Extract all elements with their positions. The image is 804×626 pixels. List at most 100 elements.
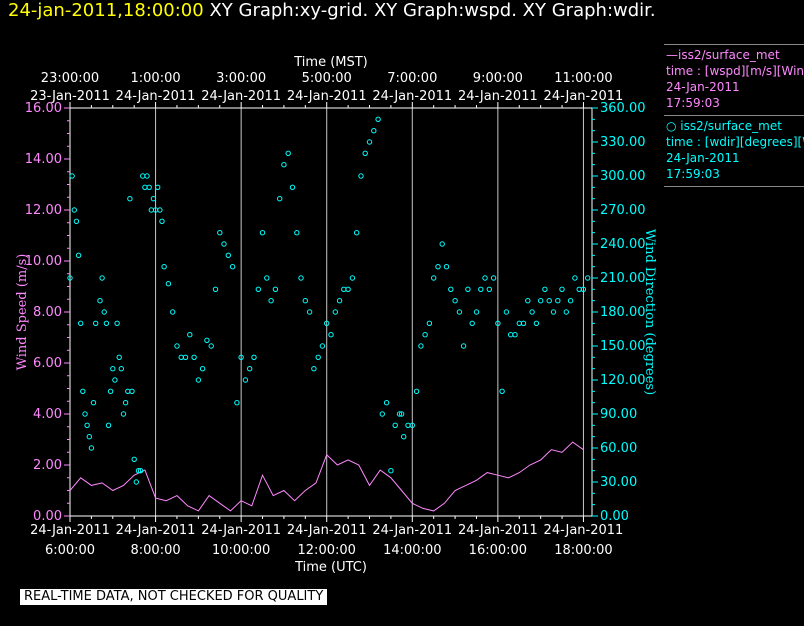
series-point-wdir bbox=[559, 286, 565, 292]
series-point-wdir bbox=[542, 286, 548, 292]
series-point-wdir bbox=[392, 422, 398, 428]
y-right-tick-label: 0.00 bbox=[600, 509, 629, 524]
series-point-wdir bbox=[75, 252, 82, 259]
series-point-wdir bbox=[80, 388, 86, 394]
series-point-wdir bbox=[324, 320, 330, 326]
series-point-wdir bbox=[99, 275, 105, 281]
y-right-axis-title: Wind Direction (degrees) bbox=[642, 229, 657, 395]
series-point-wdir bbox=[127, 196, 133, 202]
series-point-wdir bbox=[405, 422, 411, 428]
series-point-wdir bbox=[178, 354, 184, 360]
series-point-wdir bbox=[105, 422, 112, 428]
series-point-wdir bbox=[465, 286, 471, 292]
legend-wspd-time: 17:59:03 bbox=[666, 96, 720, 110]
series-point-wdir bbox=[199, 366, 206, 372]
series-point-wdir bbox=[165, 281, 172, 287]
x-top-tick-label-date: 24-Jan-2011 bbox=[372, 89, 452, 104]
series-point-wdir bbox=[204, 337, 210, 343]
series-point-wdir bbox=[116, 354, 122, 360]
series-point-wdir bbox=[264, 275, 270, 281]
series-point-wdir bbox=[533, 320, 540, 326]
series-point-wdir bbox=[332, 309, 338, 315]
series-point-wdir bbox=[555, 298, 561, 304]
series-point-wdir bbox=[159, 218, 165, 225]
series-point-wdir bbox=[97, 298, 103, 304]
series-point-wdir bbox=[251, 354, 257, 360]
series-point-wdir bbox=[525, 298, 531, 304]
legend-wspd-variable: time : [wspd][m/s][Wind bbox=[666, 64, 804, 78]
series-point-wdir bbox=[336, 298, 343, 304]
series-point-wdir bbox=[520, 320, 527, 326]
series-point-wdir bbox=[103, 320, 110, 326]
y-left-tick-label: 10.00 bbox=[25, 254, 62, 269]
legend-wdir-variable: time : [wdir][degrees][W bbox=[666, 135, 804, 149]
x-top-tick-label-date: 23-Jan-2011 bbox=[30, 89, 110, 104]
series-point-wdir bbox=[341, 286, 347, 292]
series-point-wdir bbox=[242, 377, 249, 383]
series-point-wdir bbox=[529, 309, 535, 315]
series-point-wdir bbox=[285, 150, 291, 157]
series-point-wdir bbox=[439, 241, 445, 247]
series-point-wdir bbox=[93, 320, 99, 326]
series-point-wdir bbox=[146, 184, 152, 191]
series-point-wdir bbox=[473, 309, 480, 315]
series-point-wdir bbox=[225, 252, 232, 259]
series-point-wdir bbox=[563, 309, 569, 315]
series-point-wdir bbox=[495, 320, 501, 326]
series-point-wdir bbox=[306, 309, 313, 315]
series-point-wdir bbox=[268, 298, 274, 304]
series-point-wdir bbox=[289, 184, 296, 191]
x-tick-label-time: 6:00:00 bbox=[45, 543, 95, 558]
series-point-wdir bbox=[418, 343, 424, 349]
series-point-wdir bbox=[118, 366, 125, 372]
series-point-wdir bbox=[187, 332, 193, 338]
series-point-wdir bbox=[379, 411, 385, 417]
x-top-tick-label-time: 3:00:00 bbox=[216, 71, 266, 86]
series-point-wdir bbox=[345, 286, 351, 292]
x-tick-label-date: 24-Jan-2011 bbox=[201, 523, 281, 538]
series-point-wdir bbox=[238, 354, 244, 360]
series-point-wdir bbox=[508, 332, 514, 338]
series-point-wdir bbox=[538, 298, 544, 304]
series-point-wdir bbox=[580, 286, 587, 292]
y-left-tick-label: 0.00 bbox=[33, 509, 62, 524]
x-top-tick-label-time: 7:00:00 bbox=[387, 71, 437, 86]
legend-wdir-date: 24-Jan-2011 bbox=[666, 151, 740, 165]
x-tick-label-date: 24-Jan-2011 bbox=[458, 523, 538, 538]
series-point-wdir bbox=[212, 286, 219, 292]
series-point-wdir bbox=[84, 422, 90, 428]
y-left-tick-label: 8.00 bbox=[33, 305, 62, 320]
series-point-wdir bbox=[90, 400, 97, 406]
series-point-wdir bbox=[413, 388, 420, 394]
series-point-wdir bbox=[550, 309, 557, 315]
y-left-tick-label: 6.00 bbox=[33, 356, 62, 371]
series-point-wdir bbox=[114, 320, 120, 326]
series-point-wdir bbox=[129, 388, 135, 394]
series-point-wdir bbox=[375, 116, 381, 123]
legend-item-wdir[interactable]: ○ iss2/surface_met time : [wdir][degrees… bbox=[664, 115, 804, 186]
series-point-wdir bbox=[302, 298, 308, 304]
y-left-axis-title: Wind Speed (m/s) bbox=[15, 254, 30, 371]
series-point-wdir bbox=[170, 309, 176, 315]
series-point-wdir bbox=[229, 264, 236, 270]
legend-item-wspd[interactable]: —iss2/surface_met time : [wspd][m/s][Win… bbox=[664, 44, 804, 115]
series-point-wdir bbox=[388, 468, 394, 474]
x-top-tick-label-time: 11:00:00 bbox=[554, 71, 612, 86]
series-point-wdir bbox=[398, 411, 405, 417]
series-point-wdir bbox=[358, 173, 364, 179]
x-top-tick-label-date: 24-Jan-2011 bbox=[116, 89, 196, 104]
series-point-wdir bbox=[448, 286, 454, 292]
y-right-tick-label: 180.00 bbox=[600, 305, 646, 320]
series-point-wdir bbox=[469, 320, 475, 326]
y-right-tick-label: 240.00 bbox=[600, 237, 646, 252]
series-point-wdir bbox=[409, 422, 415, 428]
series-point-wdir bbox=[133, 479, 140, 485]
x-axis-title-top: Time (MST) bbox=[293, 55, 368, 70]
y-right-tick-label: 90.00 bbox=[600, 407, 637, 422]
series-point-wdir bbox=[366, 139, 373, 145]
plot-frame bbox=[69, 107, 593, 517]
series-point-wdir bbox=[482, 275, 488, 281]
x-tick-label-time: 16:00:00 bbox=[469, 543, 527, 558]
x-top-tick-label-time: 23:00:00 bbox=[41, 71, 99, 86]
